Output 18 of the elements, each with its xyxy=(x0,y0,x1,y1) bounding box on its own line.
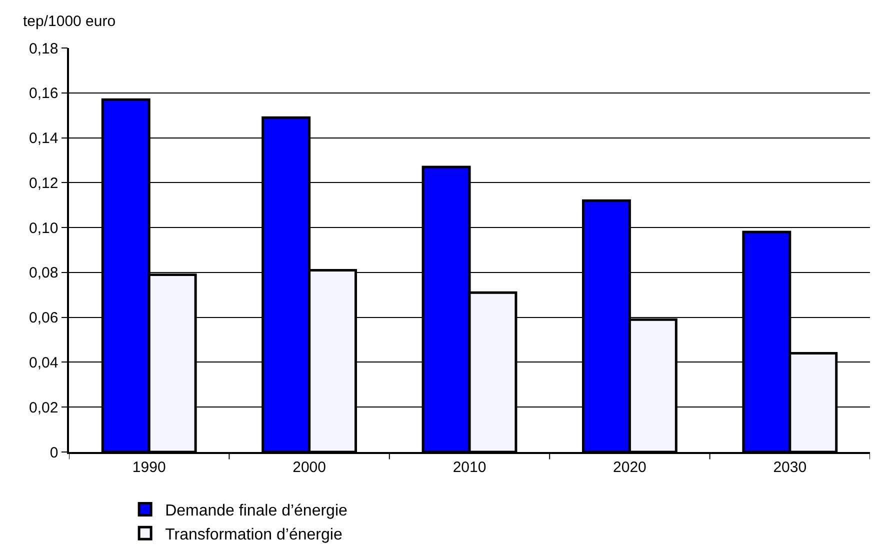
legend-label: Demande finale d’énergie xyxy=(165,502,348,520)
y-tick-label: 0,08 xyxy=(29,264,58,282)
y-tick-label: 0 xyxy=(50,444,58,462)
y-tick-label: 0,16 xyxy=(29,85,58,102)
legend-label: Transformation d’énergie xyxy=(165,526,342,544)
y-tick-label: 0,18 xyxy=(29,40,58,58)
y-tick-label: 0,06 xyxy=(29,310,58,327)
x-tick-label: 2020 xyxy=(613,459,646,476)
x-tick-label: 2000 xyxy=(292,459,326,476)
y-tick-label: 0,12 xyxy=(29,174,58,192)
y-tick-label: 0,14 xyxy=(29,130,58,148)
x-tick-label: 2030 xyxy=(773,459,807,476)
y-tick-label: 0,04 xyxy=(29,354,58,372)
x-tick-label: 1990 xyxy=(132,459,166,476)
y-tick-label: 0,10 xyxy=(29,220,58,237)
y-axis-title: tep/1000 euro xyxy=(23,13,116,30)
x-tick-label: 2010 xyxy=(452,459,486,476)
y-tick-label: 0,02 xyxy=(29,399,58,416)
